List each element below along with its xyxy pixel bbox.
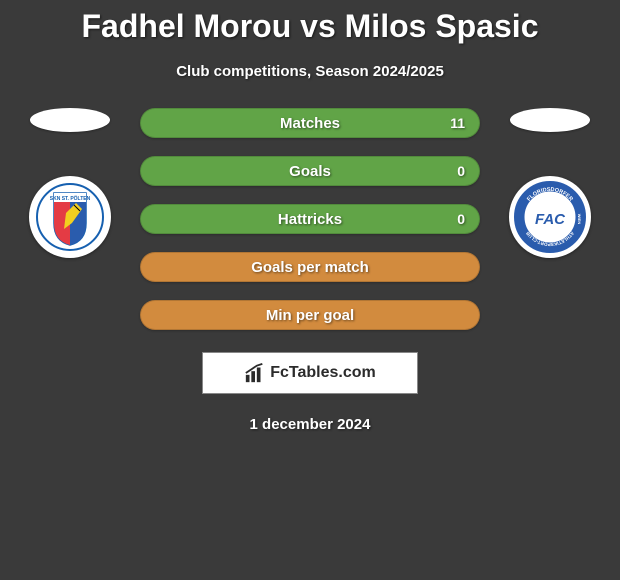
comparison-row: SKN ST. PÖLTEN Matches 11 Goals 0 Hattri… xyxy=(0,108,620,330)
stat-value-right: 0 xyxy=(457,211,465,227)
page-title: Fadhel Morou vs Milos Spasic xyxy=(0,0,620,45)
stat-row-matches: Matches 11 xyxy=(140,108,480,138)
roundel-icon: FAC FLORIDSDORFER ATHLETIKSPORT-CLUB WIE… xyxy=(514,181,586,253)
stat-row-goals-per-match: Goals per match xyxy=(140,252,480,282)
stat-label: Matches xyxy=(280,115,340,132)
stat-label: Goals per match xyxy=(251,259,369,276)
stat-label: Goals xyxy=(289,163,331,180)
stats-column: Matches 11 Goals 0 Hattricks 0 Goals per… xyxy=(140,108,480,330)
season-subtitle: Club competitions, Season 2024/2025 xyxy=(0,63,620,80)
club-right-badge: FAC FLORIDSDORFER ATHLETIKSPORT-CLUB WIE… xyxy=(509,176,591,258)
svg-text:WIEN: WIEN xyxy=(577,214,582,225)
player-right-avatar xyxy=(510,108,590,132)
stat-row-hattricks: Hattricks 0 xyxy=(140,204,480,234)
club-left-badge: SKN ST. PÖLTEN xyxy=(29,176,111,258)
player-right-column: FAC FLORIDSDORFER ATHLETIKSPORT-CLUB WIE… xyxy=(500,108,600,258)
player-left-avatar xyxy=(30,108,110,132)
stat-row-min-per-goal: Min per goal xyxy=(140,300,480,330)
date-line: 1 december 2024 xyxy=(0,416,620,433)
stat-row-goals: Goals 0 xyxy=(140,156,480,186)
stat-label: Min per goal xyxy=(266,307,354,324)
stat-value-right: 11 xyxy=(450,115,465,131)
brand-box[interactable]: FcTables.com xyxy=(202,352,418,394)
brand-text: FcTables.com xyxy=(270,364,376,382)
stat-label: Hattricks xyxy=(278,211,342,228)
svg-text:FAC: FAC xyxy=(535,211,566,228)
shield-icon: SKN ST. PÖLTEN xyxy=(36,183,104,251)
player-left-column: SKN ST. PÖLTEN xyxy=(20,108,120,258)
chart-icon xyxy=(244,362,266,384)
svg-text:SKN ST. PÖLTEN: SKN ST. PÖLTEN xyxy=(50,195,91,202)
stat-value-right: 0 xyxy=(457,163,465,179)
